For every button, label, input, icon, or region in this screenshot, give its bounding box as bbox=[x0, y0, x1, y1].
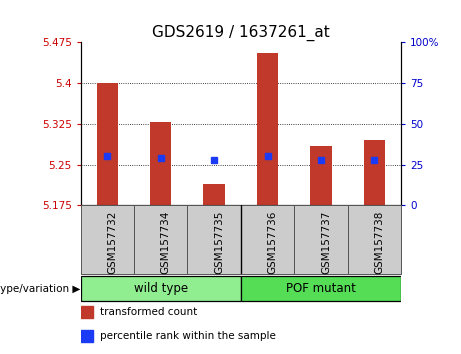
FancyBboxPatch shape bbox=[294, 205, 348, 274]
Text: GSM157735: GSM157735 bbox=[214, 211, 224, 274]
Bar bbox=[150, 122, 171, 205]
Text: percentile rank within the sample: percentile rank within the sample bbox=[100, 331, 276, 341]
Bar bbox=[364, 140, 385, 205]
FancyBboxPatch shape bbox=[81, 205, 134, 274]
Text: GSM157732: GSM157732 bbox=[107, 211, 118, 274]
FancyBboxPatch shape bbox=[81, 307, 94, 318]
Text: GSM157734: GSM157734 bbox=[161, 211, 171, 274]
Bar bbox=[310, 145, 331, 205]
FancyBboxPatch shape bbox=[241, 205, 294, 274]
Bar bbox=[97, 83, 118, 205]
Title: GDS2619 / 1637261_at: GDS2619 / 1637261_at bbox=[152, 25, 330, 41]
Text: transformed count: transformed count bbox=[100, 307, 197, 318]
Text: GSM157738: GSM157738 bbox=[374, 211, 384, 274]
FancyBboxPatch shape bbox=[241, 276, 401, 301]
FancyBboxPatch shape bbox=[348, 205, 401, 274]
FancyBboxPatch shape bbox=[134, 205, 188, 274]
Text: genotype/variation ▶: genotype/variation ▶ bbox=[0, 284, 81, 293]
Bar bbox=[203, 184, 225, 205]
FancyBboxPatch shape bbox=[81, 330, 94, 342]
Text: POF mutant: POF mutant bbox=[286, 282, 356, 295]
Bar bbox=[257, 53, 278, 205]
Text: GSM157736: GSM157736 bbox=[267, 211, 278, 274]
FancyBboxPatch shape bbox=[81, 276, 241, 301]
FancyBboxPatch shape bbox=[188, 205, 241, 274]
Text: wild type: wild type bbox=[134, 282, 188, 295]
Text: GSM157737: GSM157737 bbox=[321, 211, 331, 274]
